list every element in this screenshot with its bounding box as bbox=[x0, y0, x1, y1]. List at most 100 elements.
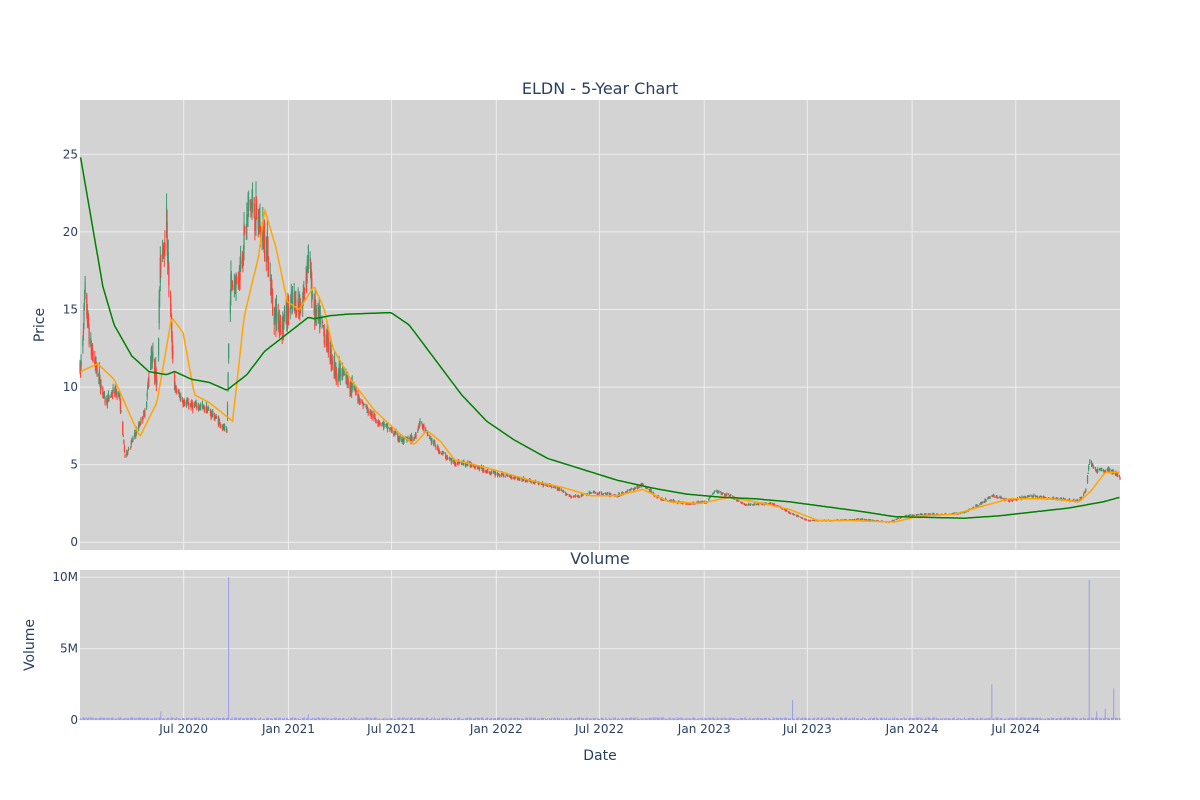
candle-down bbox=[373, 415, 376, 417]
volume-bar bbox=[869, 717, 871, 720]
volume-bar bbox=[903, 717, 905, 720]
volume-bar bbox=[371, 719, 373, 720]
candle-down bbox=[166, 221, 168, 250]
volume-bar bbox=[409, 719, 411, 720]
candle-down bbox=[172, 352, 174, 356]
candle-up bbox=[798, 515, 800, 517]
candle-up bbox=[649, 489, 651, 492]
volume-bar bbox=[952, 718, 954, 720]
volume-bar bbox=[91, 718, 93, 720]
candle-up bbox=[84, 281, 86, 295]
volume-bar bbox=[315, 717, 317, 720]
volume-bar bbox=[638, 718, 640, 720]
volume-bar bbox=[138, 717, 140, 720]
volume-bar bbox=[881, 718, 883, 720]
volume-bar bbox=[557, 717, 559, 720]
candle-up bbox=[992, 494, 995, 497]
volume-bar bbox=[258, 718, 260, 720]
volume-bar bbox=[345, 719, 347, 720]
candle-down bbox=[86, 294, 88, 316]
volume-bar bbox=[972, 717, 974, 720]
candle-up bbox=[387, 427, 389, 429]
candle-up bbox=[100, 385, 102, 389]
volume-bar bbox=[406, 719, 408, 720]
candle-down bbox=[632, 488, 634, 490]
volume-bar bbox=[889, 718, 891, 720]
volume-bar bbox=[176, 717, 178, 720]
volume-bar bbox=[1100, 718, 1102, 720]
volume-bar bbox=[620, 718, 622, 720]
candle-down bbox=[988, 497, 991, 499]
volume-bar bbox=[383, 717, 385, 720]
candle-up bbox=[592, 492, 594, 493]
volume-bar bbox=[171, 717, 173, 720]
volume-bar bbox=[692, 717, 694, 720]
candle-up bbox=[119, 396, 121, 398]
candle-up bbox=[235, 275, 237, 288]
volume-bar bbox=[127, 717, 129, 720]
volume-bar bbox=[1068, 717, 1070, 720]
volume-subplot-title: Volume bbox=[570, 549, 630, 568]
volume-bar bbox=[581, 718, 583, 720]
candle-down bbox=[434, 442, 436, 444]
candle-down bbox=[169, 297, 172, 306]
volume-bar bbox=[256, 719, 258, 720]
volume-bar bbox=[158, 717, 160, 720]
candle-down bbox=[1080, 497, 1082, 500]
candle-down bbox=[206, 406, 208, 414]
candle-up bbox=[541, 483, 543, 485]
volume-bar bbox=[883, 717, 885, 720]
volume-bar bbox=[496, 717, 498, 720]
volume-bar bbox=[478, 719, 480, 720]
volume-bar bbox=[689, 719, 691, 720]
volume-bar bbox=[567, 719, 569, 720]
candle-up bbox=[626, 490, 628, 493]
volume-bar bbox=[973, 719, 975, 720]
candle-up bbox=[371, 412, 373, 416]
volume-bar bbox=[866, 719, 868, 720]
volume-bar bbox=[692, 717, 694, 720]
volume-bar bbox=[174, 718, 176, 720]
candle-down bbox=[418, 425, 420, 428]
volume-bar bbox=[1095, 717, 1097, 720]
volume-bar bbox=[498, 718, 500, 720]
volume-bar bbox=[1113, 688, 1115, 720]
volume-bar bbox=[878, 718, 880, 720]
volume-bar bbox=[744, 717, 746, 720]
volume-bar bbox=[594, 717, 596, 720]
volume-bar bbox=[613, 719, 615, 720]
candle-down bbox=[171, 322, 173, 339]
volume-bar bbox=[995, 717, 997, 720]
candle-up bbox=[721, 493, 724, 495]
volume-bar bbox=[561, 718, 563, 720]
candle-down bbox=[299, 308, 302, 313]
volume-bar bbox=[725, 719, 727, 720]
volume-bar bbox=[797, 718, 799, 720]
volume-bar bbox=[945, 717, 947, 720]
volume-bar bbox=[461, 719, 463, 720]
volume-bar bbox=[666, 719, 668, 720]
volume-bar bbox=[637, 718, 639, 720]
date-x-tick-label: Jan 2022 bbox=[469, 722, 523, 736]
volume-bar bbox=[961, 718, 963, 720]
candle-down bbox=[170, 313, 172, 314]
volume-bar bbox=[146, 717, 148, 720]
volume-bar bbox=[195, 717, 197, 720]
volume-bar bbox=[512, 719, 514, 720]
volume-bar bbox=[1025, 718, 1027, 720]
candle-down bbox=[1063, 498, 1065, 500]
candle-down bbox=[267, 240, 269, 270]
candle-down bbox=[605, 493, 607, 495]
candlestick-series bbox=[79, 181, 1121, 523]
candle-down bbox=[789, 512, 791, 514]
volume-bar bbox=[1013, 718, 1015, 720]
volume-bar bbox=[126, 718, 128, 720]
candle-down bbox=[236, 276, 238, 279]
volume-bar bbox=[387, 718, 389, 720]
candle-up bbox=[801, 517, 803, 519]
volume-bar bbox=[467, 717, 469, 720]
volume-bar bbox=[310, 718, 312, 720]
volume-bar bbox=[1043, 718, 1045, 720]
volume-bar bbox=[717, 718, 719, 720]
candle-up bbox=[718, 491, 720, 493]
